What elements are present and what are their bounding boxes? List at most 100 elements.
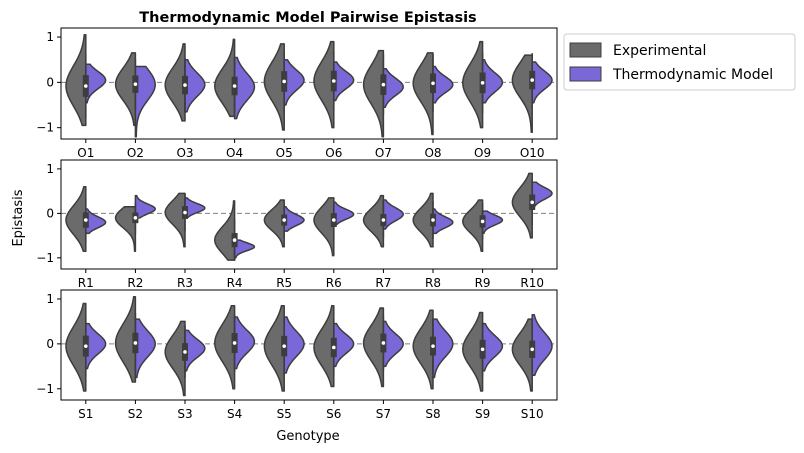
violin-O1 (65, 34, 107, 127)
violin-half-experimental-O9 (462, 40, 484, 129)
violin-half-thermodynamic-S3 (184, 329, 206, 372)
x-tick-label-O8: O8 (424, 146, 441, 160)
violin-R1 (65, 185, 107, 252)
median-point-O8 (431, 81, 435, 86)
median-point-R8 (431, 218, 435, 222)
violin-half-experimental-S7 (362, 307, 385, 388)
legend-label-2: Thermodynamic Model (612, 67, 773, 83)
violin-half-thermodynamic-S8 (432, 318, 454, 379)
panel-1: O1 O2 O3 O4 O5 O6 O7 O8 O9 O10 −1 0 1 (36, 27, 558, 160)
violin-half-experimental-S10 (511, 318, 533, 392)
violin-half-thermodynamic-R5 (283, 205, 305, 232)
median-point-S9 (480, 347, 485, 352)
legend-box (563, 33, 796, 91)
violin-S9 (462, 311, 504, 392)
violin-half-experimental-S2 (114, 295, 137, 383)
y-tick-label: 0 (46, 206, 54, 220)
violin-R7 (362, 194, 404, 248)
x-tick-label-O3: O3 (176, 146, 193, 160)
violin-half-thermodynamic-O9 (481, 58, 504, 104)
median-point-R9 (480, 219, 485, 224)
violin-half-experimental-R3 (164, 192, 186, 248)
violin-half-experimental-R2 (114, 205, 137, 252)
violin-O4 (214, 38, 256, 120)
violin-O7 (362, 49, 404, 138)
x-tick-label-R6: R6 (326, 276, 342, 290)
x-tick-label-R1: R1 (78, 276, 94, 290)
violin-half-thermodynamic-S5 (283, 316, 305, 374)
median-point-O9 (480, 81, 485, 85)
legend-swatch-1 (569, 42, 602, 58)
median-point-R1 (84, 218, 88, 222)
violin-half-experimental-R9 (462, 199, 484, 252)
x-tick-label-R10: R10 (520, 276, 544, 290)
x-tick-label-R9: R9 (475, 276, 491, 290)
violin-half-experimental-R1 (65, 185, 87, 252)
violin-half-thermodynamic-S1 (85, 322, 107, 370)
median-point-R4 (232, 238, 237, 242)
violin-half-experimental-O4 (214, 38, 236, 118)
violin-O5 (263, 43, 305, 131)
legend-label-1: Experimental (613, 43, 706, 59)
x-tick-label-S4: S4 (227, 407, 242, 421)
violin-R3 (164, 192, 206, 248)
median-point-S7 (381, 341, 386, 345)
violin-half-thermodynamic-R8 (432, 208, 454, 235)
violin-half-thermodynamic-R6 (333, 201, 355, 226)
median-point-R5 (282, 218, 287, 222)
violin-half-experimental-S6 (313, 304, 335, 388)
chart-title: Thermodynamic Model Pairwise Epistasis (139, 10, 476, 26)
x-tick-label-S6: S6 (326, 407, 341, 421)
violin-R4 (214, 200, 256, 261)
x-tick-label-O6: O6 (325, 146, 342, 160)
violin-R9 (462, 199, 504, 252)
median-point-O10 (530, 78, 534, 82)
violin-S10 (511, 313, 553, 392)
violin-half-thermodynamic-O6 (333, 61, 355, 102)
x-tick-label-R2: R2 (127, 276, 143, 290)
median-point-S8 (431, 344, 435, 348)
x-tick-label-O10: O10 (520, 146, 545, 160)
x-tick-label-S8: S8 (425, 407, 440, 421)
x-tick-label-O1: O1 (77, 146, 94, 160)
x-tick-label-O5: O5 (276, 146, 293, 160)
violin-half-experimental-S5 (263, 304, 285, 392)
median-point-R7 (381, 218, 386, 222)
violin-S8 (412, 309, 454, 390)
x-tick-label-S2: S2 (128, 407, 143, 421)
violin-O2 (114, 52, 156, 138)
violin-half-experimental-S1 (65, 302, 87, 392)
violin-half-experimental-O6 (313, 40, 335, 129)
violin-S3 (164, 320, 206, 397)
violin-half-experimental-O2 (114, 52, 137, 127)
violin-R5 (263, 199, 305, 248)
y-axis-label: Epistasis (11, 189, 26, 246)
median-point-S6 (332, 345, 336, 350)
violin-half-experimental-S4 (214, 304, 236, 390)
x-tick-label-R7: R7 (375, 276, 391, 290)
violin-O10 (511, 53, 553, 133)
y-tick-label: 1 (46, 292, 54, 306)
median-point-O3 (183, 83, 187, 87)
violin-half-experimental-R4 (214, 200, 236, 261)
violin-S2 (114, 295, 156, 383)
violin-half-experimental-S8 (412, 309, 434, 390)
x-tick-label-S9: S9 (475, 407, 490, 421)
violin-half-thermodynamic-S6 (333, 322, 355, 368)
violin-half-thermodynamic-R2 (134, 194, 156, 219)
median-point-R6 (332, 218, 336, 222)
x-tick-label-O4: O4 (226, 146, 243, 160)
violin-S6 (313, 304, 355, 388)
x-tick-label-R8: R8 (425, 276, 441, 290)
y-tick-label: −1 (36, 382, 54, 396)
x-tick-label-S10: S10 (521, 407, 544, 421)
y-tick-label: 1 (46, 162, 54, 176)
legend: Experimental Thermodynamic Model (563, 33, 796, 91)
panel-3: S1 S2 S3 S4 S5 S6 S7 S8 S9 S10 −1 0 1 (36, 289, 558, 421)
median-point-R2 (133, 216, 138, 220)
violin-half-thermodynamic-O7 (382, 68, 404, 109)
x-tick-label-O2: O2 (127, 146, 144, 160)
violin-half-experimental-R10 (511, 172, 533, 239)
violin-half-thermodynamic-R9 (481, 210, 504, 235)
